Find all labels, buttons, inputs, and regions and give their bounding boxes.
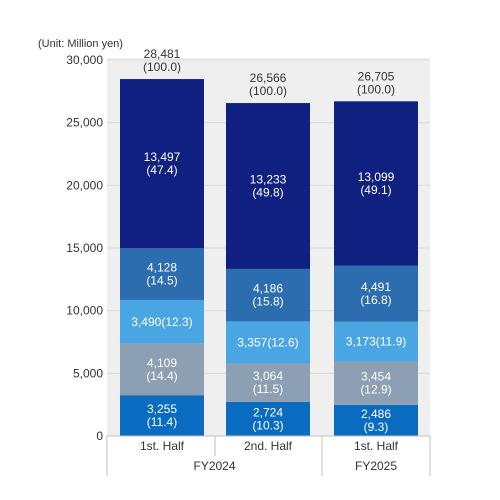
segment-label: (49.1) bbox=[360, 183, 391, 197]
segment-label: 2,724 bbox=[253, 405, 283, 419]
bars: 3,255(11.4)4,109(14.4)3,490(12.3)4,128(1… bbox=[120, 47, 418, 436]
segment-label: 4,491 bbox=[361, 280, 391, 294]
segment-label: (10.3) bbox=[252, 418, 283, 432]
segment-label: 3,357(12.6) bbox=[237, 335, 298, 349]
x-tick-label: 1st. Half bbox=[354, 439, 399, 453]
y-tick-label: 0 bbox=[96, 429, 103, 443]
segment-label: (14.5) bbox=[146, 274, 177, 288]
bar-segment bbox=[226, 321, 310, 364]
y-tick-label: 25,000 bbox=[66, 116, 103, 130]
bar-segment bbox=[334, 321, 418, 362]
segment-label: (11.4) bbox=[147, 415, 177, 429]
total-label: 26,566 bbox=[250, 71, 287, 85]
segment-label: 13,099 bbox=[358, 170, 395, 184]
bar-segment bbox=[120, 248, 204, 300]
unit-label: (Unit: Million yen) bbox=[38, 38, 123, 50]
total-label: 28,481 bbox=[144, 47, 181, 61]
bar-segment bbox=[226, 103, 310, 269]
bar-segment bbox=[226, 268, 310, 322]
segment-label: (47.4) bbox=[146, 163, 177, 177]
total-percent-label: (100.0) bbox=[357, 82, 395, 96]
segment-label: 4,186 bbox=[253, 282, 283, 296]
y-tick-label: 20,000 bbox=[66, 178, 103, 192]
group-label: FY2024 bbox=[193, 459, 235, 473]
bar-segment bbox=[120, 79, 204, 249]
total-percent-label: (100.0) bbox=[249, 84, 287, 98]
segment-label: 3,490(12.3) bbox=[131, 315, 192, 329]
axis: 0 5,000 10,000 15,000 20,000 25,000 30,000 1st.… bbox=[66, 53, 431, 476]
segment-label: (49.8) bbox=[252, 185, 283, 199]
segment-label: (15.8) bbox=[252, 295, 283, 309]
segment-label: 4,109 bbox=[147, 356, 177, 370]
bar-segment bbox=[226, 363, 310, 402]
segment-label: 13,233 bbox=[250, 172, 287, 186]
y-tick-label: 10,000 bbox=[66, 304, 103, 318]
bar-segment bbox=[120, 343, 204, 396]
segment-label: (11.5) bbox=[253, 382, 283, 396]
segment-label: (16.8) bbox=[360, 293, 391, 307]
y-tick-label: 30,000 bbox=[66, 53, 103, 67]
bar-segment bbox=[226, 401, 310, 436]
segment-label: (12.9) bbox=[360, 383, 391, 397]
segment-label: 3,173(11.9) bbox=[346, 335, 407, 349]
segment-label: 13,497 bbox=[144, 150, 181, 164]
segment-label: 3,255 bbox=[147, 402, 177, 416]
total-percent-label: (100.0) bbox=[143, 60, 181, 74]
group-label: FY2025 bbox=[355, 459, 397, 473]
x-tick-label: 1st. Half bbox=[140, 439, 185, 453]
bar-segment bbox=[334, 404, 418, 436]
segment-label: (14.4) bbox=[146, 369, 177, 383]
total-label: 26,705 bbox=[358, 69, 395, 83]
segment-label: (9.3) bbox=[364, 420, 389, 434]
bar-segment bbox=[120, 299, 204, 344]
x-tick-label: 2nd. Half bbox=[244, 439, 293, 453]
bar-segment bbox=[334, 361, 418, 405]
segment-label: 2,486 bbox=[361, 407, 391, 421]
y-tick-label: 5,000 bbox=[73, 366, 103, 380]
segment-label: 4,128 bbox=[147, 261, 177, 275]
y-tick-label: 15,000 bbox=[66, 241, 103, 255]
bar-segment bbox=[120, 395, 204, 436]
segment-label: 3,064 bbox=[253, 369, 283, 383]
bar-segment bbox=[334, 265, 418, 322]
segment-label: 3,454 bbox=[361, 370, 391, 384]
bar-segment bbox=[334, 101, 418, 266]
